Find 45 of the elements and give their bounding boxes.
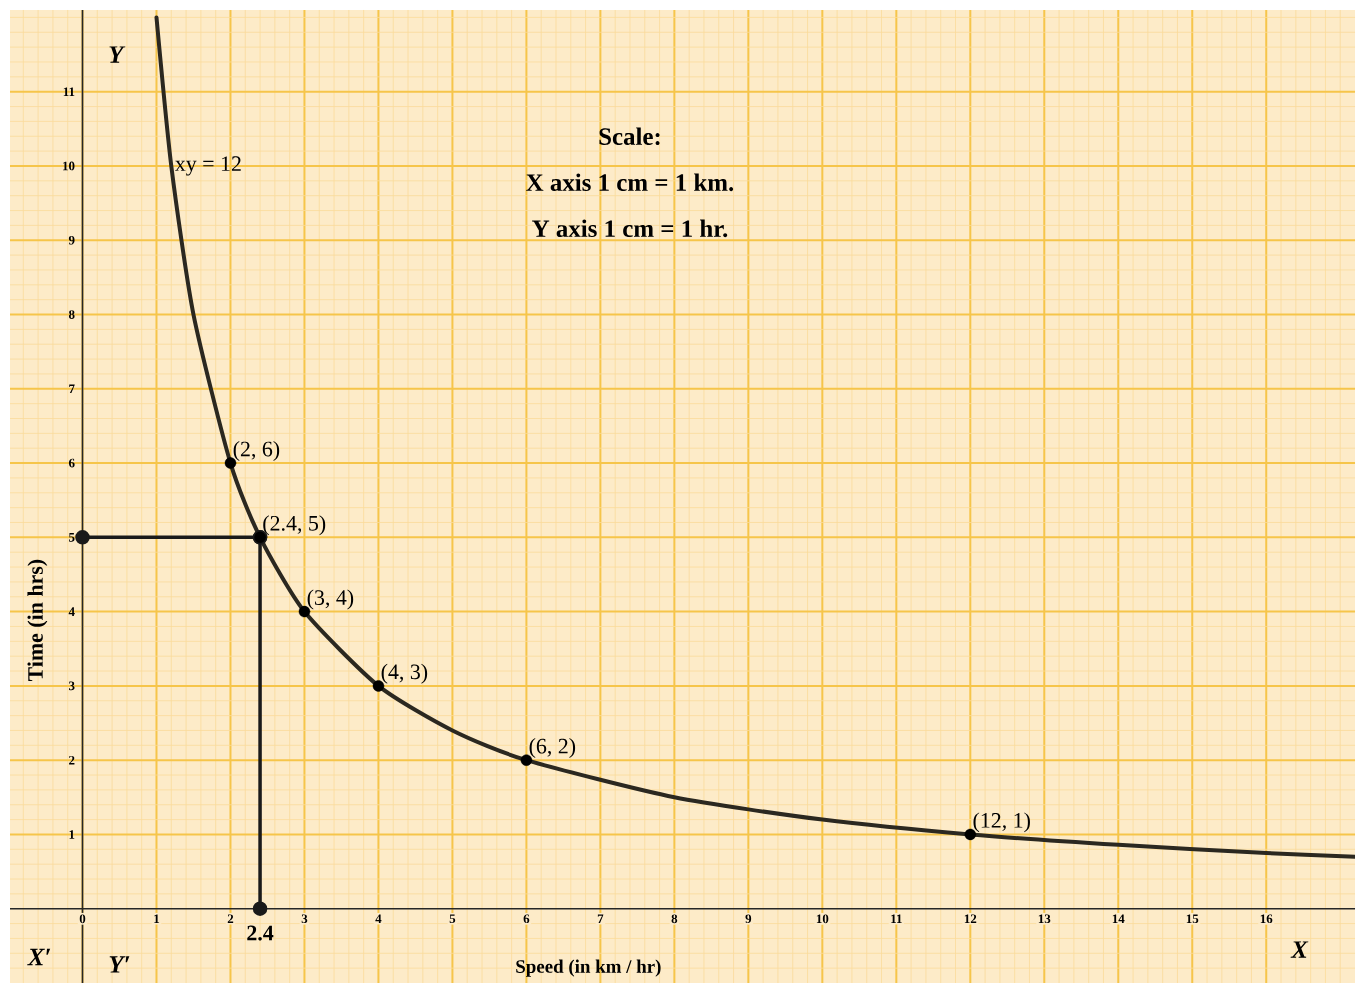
x-tick-label: 11 — [891, 914, 902, 923]
x-tick-label: 4 — [375, 914, 382, 923]
annotation: X′ — [27, 948, 51, 966]
y-tick-label: 4 — [68, 607, 75, 616]
y-tick-label: 3 — [68, 681, 75, 691]
y-tick-label: 5 — [69, 533, 75, 542]
x-tick-label: 7 — [597, 914, 604, 923]
x-tick-label: 6 — [523, 914, 530, 924]
annotation: (12, 1) — [973, 812, 1030, 833]
annotation: (2, 6) — [233, 441, 280, 461]
annotation: (6, 2) — [529, 738, 576, 758]
y-tick-label: 11 — [63, 87, 75, 96]
annotation: X — [1290, 941, 1309, 958]
series-label: xy = 12 — [174, 156, 241, 176]
annotation: Y′ — [109, 956, 130, 973]
x-tick-label: 13 — [1038, 914, 1051, 924]
x-axis-title: Speed (in km / hr) — [516, 959, 661, 977]
x-tick-label: 2 — [227, 914, 234, 923]
x-tick-label: 10 — [816, 914, 829, 924]
y-tick-label: 7 — [69, 384, 75, 394]
y-axis-title: Time (in hrs) — [27, 559, 48, 682]
y-tick-label: 6 — [68, 458, 75, 468]
x-tick-label: 8 — [671, 914, 678, 924]
annotation: Y — [109, 46, 126, 63]
y-tick-label: 2 — [69, 755, 75, 765]
x-tick-label: 5 — [449, 914, 456, 924]
annotation: X axis 1 cm = 1 km. — [526, 173, 734, 192]
x-tick-label: 12 — [964, 914, 977, 923]
x-tick-label: 1 — [154, 914, 160, 923]
y-tick-label: 1 — [69, 830, 75, 839]
x-tick-label: 0 — [79, 914, 86, 924]
annotation: Y axis 1 cm = 1 hr. — [532, 219, 728, 238]
annotation: (3, 4) — [307, 589, 354, 610]
y-tick-label: 9 — [68, 235, 75, 245]
y-tick-label: 8 — [68, 310, 75, 319]
annotation: (4, 3) — [381, 663, 428, 684]
x-tick-label: 9 — [745, 914, 752, 924]
annotation: (2.4, 5) — [263, 515, 326, 536]
x-tick-label: 16 — [1260, 914, 1273, 924]
annotation: Scale: — [599, 127, 660, 146]
annotation: 2.4 — [247, 925, 274, 941]
x-tick-label: 3 — [301, 914, 308, 924]
x-tick-label: 15 — [1186, 914, 1199, 924]
x-tick-label: 14 — [1112, 914, 1125, 923]
y-tick-label: 10 — [63, 161, 75, 171]
